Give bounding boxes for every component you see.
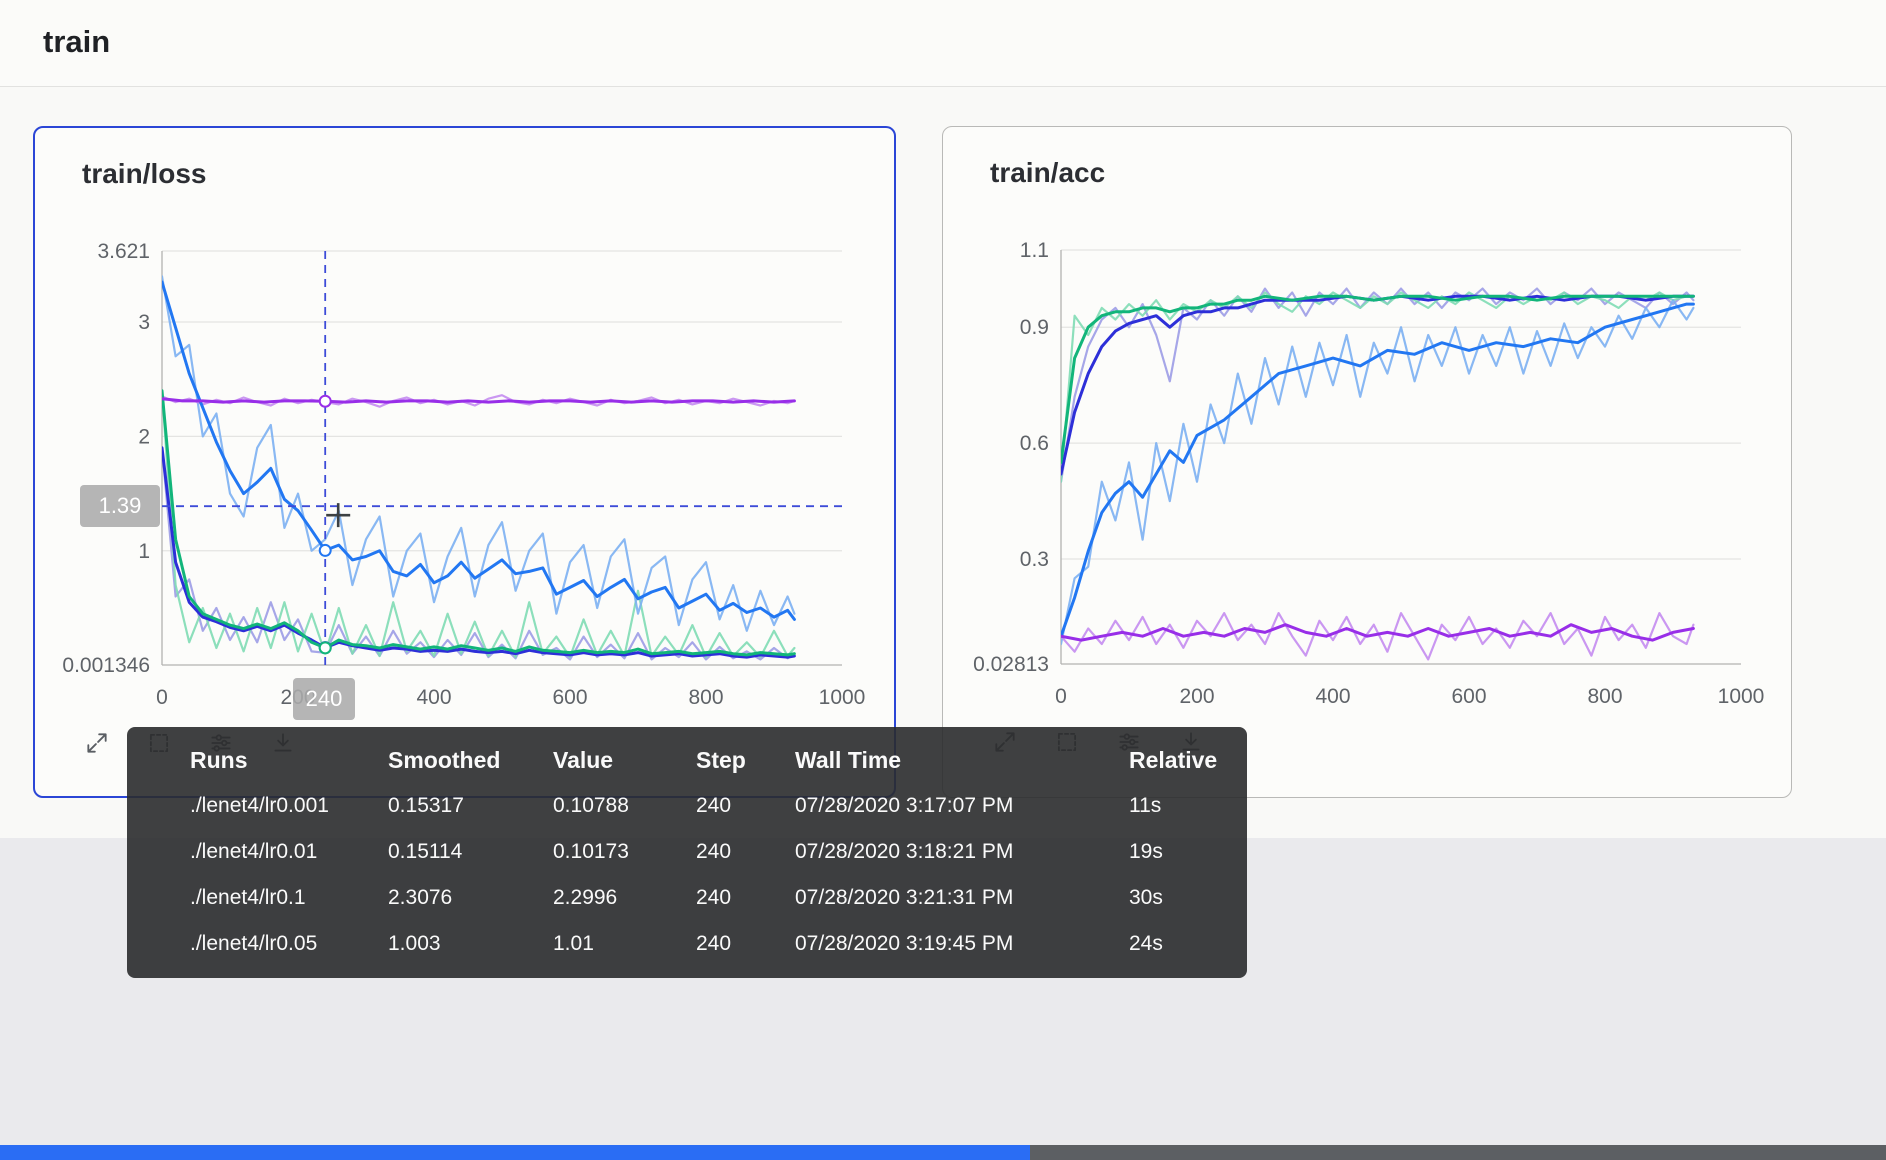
chart-title-acc: train/acc xyxy=(990,157,1106,188)
svg-text:3.621: 3.621 xyxy=(97,240,150,263)
run-step: 240 xyxy=(696,794,732,817)
chart-card-acc[interactable]: train/acc 1.1 0.9 0.6 0.3 0.02813 0 200 400 600 8… xyxy=(942,126,1792,798)
svg-text:1000: 1000 xyxy=(819,686,866,709)
tooltip-header-runs: Runs xyxy=(190,746,248,773)
svg-text:0.001346: 0.001346 xyxy=(62,654,150,677)
scrollbar-thumb[interactable] xyxy=(0,1145,1030,1160)
svg-text:1000: 1000 xyxy=(1718,685,1765,708)
svg-text:400: 400 xyxy=(416,686,451,709)
run-name: ./lenet4/lr0.01 xyxy=(190,840,318,863)
svg-text:0: 0 xyxy=(1055,685,1067,708)
run-relative: 19s xyxy=(1129,840,1163,863)
run-name: ./lenet4/lr0.05 xyxy=(190,932,318,955)
run-value: 1.01 xyxy=(553,932,594,955)
svg-text:0.02813: 0.02813 xyxy=(973,653,1049,676)
run-relative: 11s xyxy=(1129,794,1162,817)
run-tooltip-table: Runs Smoothed Value Step Wall Time Relat… xyxy=(127,727,1247,978)
svg-text:800: 800 xyxy=(1587,685,1622,708)
svg-text:600: 600 xyxy=(1451,685,1486,708)
run-walltime: 07/28/2020 3:21:31 PM xyxy=(795,886,1014,909)
chart-title-loss: train/loss xyxy=(82,158,207,189)
app-header: train xyxy=(0,0,1886,87)
svg-text:800: 800 xyxy=(688,686,723,709)
svg-text:0: 0 xyxy=(156,686,168,709)
acc-chart[interactable]: 1.1 0.9 0.6 0.3 0.02813 0 200 400 600 800 1000 xyxy=(943,127,1791,797)
tooltip-header-step: Step xyxy=(696,746,746,773)
page-title: train xyxy=(43,24,111,59)
run-walltime: 07/28/2020 3:17:07 PM xyxy=(795,794,1014,817)
svg-text:0.3: 0.3 xyxy=(1020,548,1049,571)
run-walltime: 07/28/2020 3:18:21 PM xyxy=(795,840,1014,863)
run-value: 2.2996 xyxy=(553,886,618,909)
svg-text:1.1: 1.1 xyxy=(1020,239,1049,262)
svg-text:400: 400 xyxy=(1315,685,1350,708)
svg-text:0.6: 0.6 xyxy=(1020,432,1049,455)
svg-text:1: 1 xyxy=(138,540,150,563)
run-smoothed: 0.15317 xyxy=(388,794,464,817)
horizontal-scrollbar[interactable] xyxy=(0,1145,1886,1160)
tooltip-header-walltime: Wall Time xyxy=(795,746,902,773)
crosshair-value-badge: 1.39 xyxy=(80,485,160,527)
tooltip-header-value: Value xyxy=(553,746,614,773)
expand-icon[interactable] xyxy=(80,726,114,760)
svg-text:0.9: 0.9 xyxy=(1020,316,1049,339)
run-walltime: 07/28/2020 3:19:45 PM xyxy=(795,932,1014,955)
run-value: 0.10173 xyxy=(553,840,629,863)
run-step: 240 xyxy=(696,840,732,863)
run-step: 240 xyxy=(696,932,732,955)
run-smoothed: 2.3076 xyxy=(388,886,453,909)
run-smoothed: 0.15114 xyxy=(388,840,463,863)
tooltip-header-smoothed: Smoothed xyxy=(388,746,501,773)
run-step: 240 xyxy=(696,886,732,909)
crosshair-step-badge: 240 xyxy=(293,678,355,720)
run-relative: 24s xyxy=(1129,932,1163,955)
run-name: ./lenet4/lr0.1 xyxy=(190,886,306,909)
run-relative: 30s xyxy=(1129,886,1163,909)
svg-text:600: 600 xyxy=(552,686,587,709)
svg-text:200: 200 xyxy=(1179,685,1214,708)
svg-text:2: 2 xyxy=(138,425,150,448)
chart-card-loss[interactable]: train/loss 3.6213210.0013460200400600800… xyxy=(33,126,896,798)
run-value: 0.10788 xyxy=(553,794,629,817)
run-smoothed: 1.003 xyxy=(388,932,441,955)
svg-text:3: 3 xyxy=(138,311,150,334)
tooltip-header-relative: Relative xyxy=(1129,746,1218,773)
run-name: ./lenet4/lr0.001 xyxy=(190,794,329,817)
